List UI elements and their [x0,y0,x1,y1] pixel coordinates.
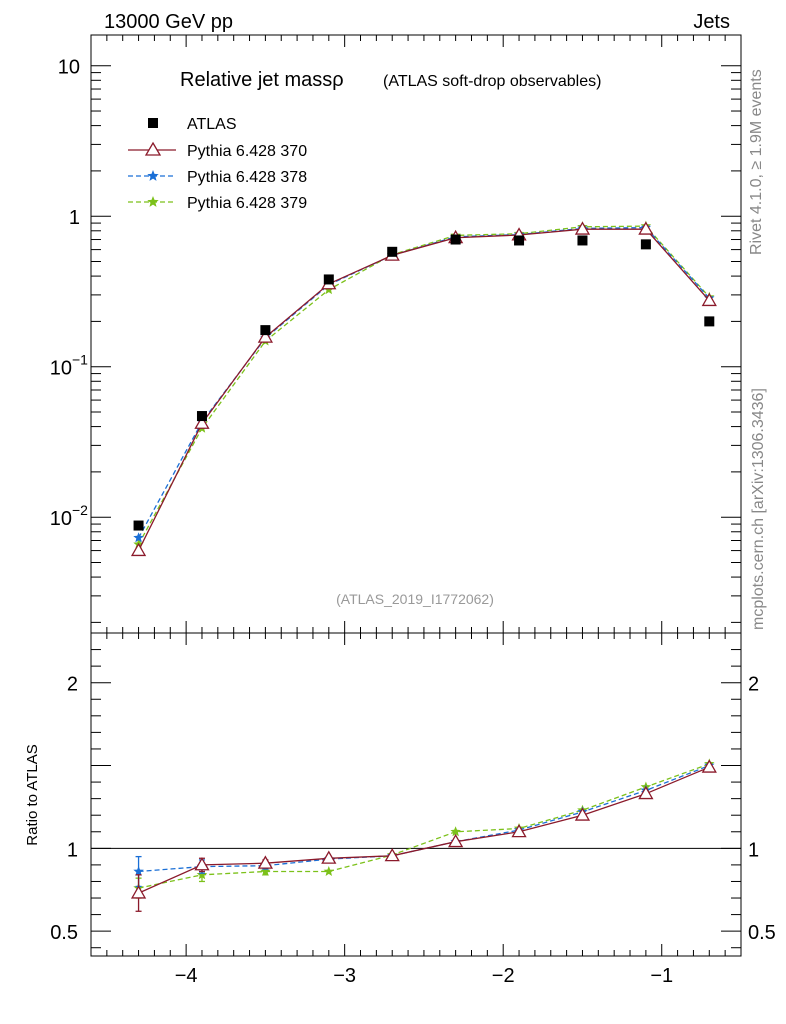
marker-ratio-378 [133,866,144,876]
legend-marker-378 [147,170,159,181]
marker-ratio-379 [196,869,208,880]
atlas-data-point [640,239,651,250]
y-tick-label-ratio-right: 0.5 [748,922,776,944]
legend-label-378: Pythia 6.428 378 [187,169,307,186]
y-tick-label-main: 10 [50,508,72,530]
y-tick-label-ratio-right: 2 [748,674,759,696]
y-tick-label-ratio-left: 0.5 [50,922,78,944]
marker-ratio-370 [257,855,274,869]
y-tick-label-main: 10 [58,57,80,79]
legend: ATLAS Pythia 6.428 370 Pythia 6.428 378 … [128,116,307,212]
atlas-data-point [260,325,271,336]
marker-ratio-379 [450,826,461,837]
ratio-y-axis-label: Ratio to ATLAS [24,744,41,845]
atlas-data-point [133,520,144,531]
marker-main-370 [130,542,147,557]
y-tick-label-main-exponent: −2 [72,502,88,518]
y-tick-label-main: 10 [50,358,72,380]
x-tick-label: −3 [333,965,356,987]
beam-label: 13000 GeV pp [104,11,233,33]
legend-atlas-marker [148,118,158,128]
marker-ratio-370 [194,857,210,871]
curve-ratio-379 [138,763,710,889]
atlas-data-point [704,316,715,327]
y-tick-label-ratio-right: 1 [748,839,759,861]
curve-main-379 [138,225,710,545]
marker-main-370 [574,221,591,235]
marker-ratio-379 [323,866,334,876]
atlas-data-point [323,274,334,285]
marker-ratio-370 [638,785,654,800]
plot-title: Relative jet massρ [180,69,344,91]
x-tick-label: −4 [175,965,198,987]
marker-ratio-370 [701,759,717,773]
y-tick-label-main-exponent: −1 [72,352,88,368]
marker-main-370 [638,221,654,235]
y-tick-label-main: 1 [69,207,80,229]
atlas-data-points [133,234,715,531]
mcplots-label: mcplots.cern.ch [arXiv:1306.3436] [750,388,767,630]
x-tick-label: −1 [650,965,673,987]
atlas-data-point [450,234,461,245]
x-tick-label: −2 [492,965,515,987]
marker-ratio-370 [321,850,337,864]
legend-marker-370 [144,141,162,156]
category-label: Jets [693,11,730,33]
curve-ratio-378 [138,764,710,873]
legend-marker-379 [147,196,159,207]
y-tick-label-ratio-left: 2 [67,674,78,696]
y-tick-label-ratio-left: 1 [67,839,78,861]
ratio-frame [90,632,742,957]
atlas-data-point [514,235,525,246]
marker-ratio-370 [448,833,464,848]
marker-ratio-370 [574,807,591,821]
atlas-data-point [387,246,398,257]
curve-ratio-370 [138,766,710,894]
analysis-label: (ATLAS_2019_I1772062) [336,591,494,607]
marker-ratio-370 [511,823,527,838]
marker-main-378 [133,532,144,543]
legend-label-370: Pythia 6.428 370 [187,143,307,160]
marker-ratio-370 [384,847,400,862]
marker-main-370 [194,415,210,429]
legend-label-379: Pythia 6.428 379 [187,195,307,212]
curve-main-378 [138,226,710,539]
marker-ratio-370 [130,885,147,899]
rivet-version-label: Rivet 4.1.0, ≥ 1.9M events [748,69,765,255]
curve-main-370 [138,228,710,551]
marker-main-370 [701,292,717,307]
atlas-data-point [196,411,207,422]
marker-ratio-379 [260,866,271,876]
atlas-data-point [577,235,588,246]
plot-subtitle: (ATLAS soft-drop observables) [383,73,601,90]
marker-main-370 [257,329,274,343]
mc-curves [130,220,717,912]
legend-atlas-label: ATLAS [187,116,237,133]
